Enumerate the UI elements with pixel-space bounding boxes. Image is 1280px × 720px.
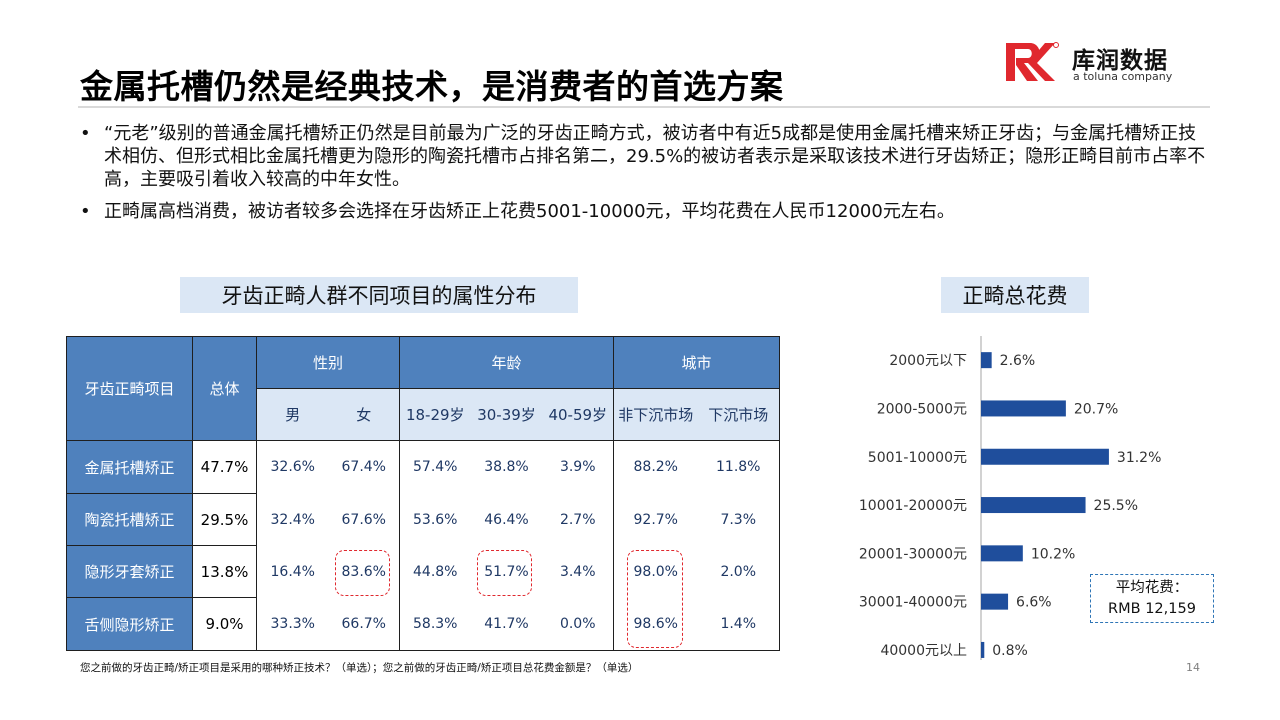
bullet-marker: • <box>80 201 91 222</box>
data-cell: 51.7% <box>484 563 529 580</box>
logo-mark-icon <box>1006 42 1059 81</box>
row-header-metal: 金属托槽矫正 <box>66 440 193 494</box>
bullet-text: 正畸属高档消费，被访者较多会选择在牙齿矫正上花费5001-10000元，平均花费… <box>104 201 955 222</box>
value-label: 20.7% <box>1074 401 1118 417</box>
data-cell: 46.4% <box>484 511 529 528</box>
data-cell: 11.8% <box>697 440 780 494</box>
data-cell: 16.4% <box>256 545 329 598</box>
total-cell: 47.7% <box>192 440 257 494</box>
data-cell: 67.6% <box>328 493 400 546</box>
logo-text-cn: 库润数据 <box>1072 48 1168 74</box>
bullet-item: • 正畸属高档消费，被访者较多会选择在牙齿矫正上花费5001-10000元，平均… <box>80 200 1210 223</box>
bar <box>981 641 985 658</box>
average-cost-callout: 平均花费： RMB 12,159 <box>1090 574 1214 623</box>
page-title: 金属托槽仍然是经典技术，是消费者的首选方案 <box>80 67 784 106</box>
highlight-non-tier-aligner-lingual <box>627 550 683 648</box>
category-label: 30001-40000元 <box>859 595 967 611</box>
value-label: 31.2% <box>1117 450 1161 466</box>
group-header-gender: 性别 <box>256 336 400 389</box>
bullet-list: • “元老”级别的普通金属托槽矫正仍然是目前最为广泛的牙齿正畸方式，被访者中有近… <box>80 122 1210 232</box>
data-cell: 58.3% <box>399 597 471 651</box>
category-label: 10001-20000元 <box>859 498 967 514</box>
total-cost-bar-chart: 2000元以下 2.6% 2000-5000元 20.7% 5001-10000元 31.… <box>859 336 1161 660</box>
total-cell: 29.5% <box>192 493 257 546</box>
corner-header: 牙齿正畸项目 <box>66 336 193 441</box>
col-header-lower-tier: 下沉市场 <box>697 388 780 441</box>
data-cell: 7.3% <box>697 493 780 546</box>
col-header-age-18-29: 18-29岁 <box>399 388 471 441</box>
category-label: 2000-5000元 <box>877 401 967 417</box>
data-cell: 0.0% <box>542 597 614 651</box>
total-cell: 13.8% <box>192 545 257 598</box>
row-header-invisible-aligner: 隐形牙套矫正 <box>66 545 193 598</box>
data-cell: 88.2% <box>613 440 698 494</box>
average-cost-label: 平均花费： <box>1115 580 1189 596</box>
group-header-age: 年龄 <box>399 336 614 389</box>
data-cell: 92.7% <box>613 493 698 546</box>
attribute-distribution-table: 牙齿正畸项目 总体 性别 年龄 城市 男 女 18-29岁 30-39岁 40-… <box>66 336 780 651</box>
table-section-title: 牙齿正畸人群不同项目的属性分布 <box>180 277 578 313</box>
data-cell: 41.7% <box>470 597 543 651</box>
data-cell: 66.7% <box>328 597 400 651</box>
col-header-male: 男 <box>256 388 329 441</box>
bar <box>981 448 1109 465</box>
col-header-age-40-59: 40-59岁 <box>542 388 614 441</box>
bullet-item: • “元老”级别的普通金属托槽矫正仍然是目前最为广泛的牙齿正畸方式，被访者中有近… <box>80 122 1210 191</box>
data-cell: 2.7% <box>542 493 614 546</box>
bar <box>981 497 1086 514</box>
data-cell: 32.6% <box>256 440 329 494</box>
data-cell: 57.4% <box>399 440 471 494</box>
data-cell: 32.4% <box>256 493 329 546</box>
data-cell: 38.8% <box>470 440 543 494</box>
bar <box>981 593 1009 610</box>
category-label: 2000元以下 <box>889 353 967 369</box>
data-cell: 33.3% <box>256 597 329 651</box>
data-cell: 1.4% <box>697 597 780 651</box>
value-label: 2.6% <box>1000 353 1036 369</box>
bullet-marker: • <box>80 123 91 144</box>
page-number: 14 <box>1186 661 1200 674</box>
row-header-lingual: 舌侧隐形矫正 <box>66 597 193 651</box>
data-cell: 2.0% <box>697 545 780 598</box>
value-label: 6.6% <box>1016 595 1052 611</box>
company-logo: 库润数据 a toluna company <box>1004 40 1214 84</box>
highlight-age30-aligner <box>477 550 532 596</box>
data-cell: 44.8% <box>399 545 471 598</box>
bar <box>981 400 1066 417</box>
data-cell: 67.4% <box>328 440 400 494</box>
value-label: 0.8% <box>992 643 1028 659</box>
col-header-female: 女 <box>328 388 400 441</box>
footnote: 您之前做的牙齿正畸/矫正项目是采用的哪种矫正技术？（单选）；您之前做的牙齿正畸/… <box>80 662 639 674</box>
data-cell: 3.9% <box>542 440 614 494</box>
col-header-non-tier: 非下沉市场 <box>613 388 698 441</box>
category-label: 5001-10000元 <box>868 450 967 466</box>
bar <box>981 545 1023 562</box>
row-header-ceramic: 陶瓷托槽矫正 <box>66 493 193 546</box>
total-header: 总体 <box>192 336 257 441</box>
value-label: 25.5% <box>1094 498 1138 514</box>
average-cost-value: RMB 12,159 <box>1108 601 1196 617</box>
col-header-age-30-39: 30-39岁 <box>470 388 543 441</box>
value-label: 10.2% <box>1031 546 1075 562</box>
bar <box>981 352 992 369</box>
bullet-text: “元老”级别的普通金属托槽矫正仍然是目前最为广泛的牙齿正畸方式，被访者中有近5成… <box>104 123 1206 190</box>
group-header-city: 城市 <box>613 336 780 389</box>
data-cell: 3.4% <box>542 545 614 598</box>
total-cell: 9.0% <box>192 597 257 651</box>
category-label: 20001-30000元 <box>859 546 967 562</box>
title-divider <box>78 106 1210 108</box>
logo-text-en: a toluna company <box>1073 70 1173 83</box>
highlight-female-aligner <box>335 550 390 596</box>
category-label: 40000元以上 <box>880 643 967 659</box>
data-cell: 53.6% <box>399 493 471 546</box>
chart-section-title: 正畸总花费 <box>941 277 1089 313</box>
